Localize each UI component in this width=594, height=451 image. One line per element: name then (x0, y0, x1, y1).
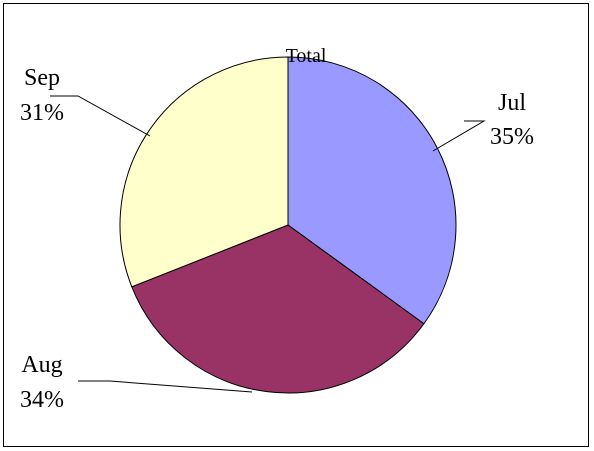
label-sep-percent: 31% (20, 100, 64, 126)
pie-slice-aug (131, 224, 425, 394)
label-jul-name: Jul (498, 90, 526, 116)
leader-lines (50, 95, 486, 393)
label-jul-percent: 35% (490, 124, 534, 150)
leader-line-jul (432, 120, 486, 152)
label-aug-percent: 34% (20, 387, 64, 413)
pie-slices (119, 56, 457, 394)
leader-line-sep (50, 95, 151, 137)
pie-slice-sep (119, 56, 289, 288)
leader-line-aug (78, 380, 253, 393)
chart-title: Total (286, 45, 327, 67)
label-sep-name: Sep (24, 65, 60, 91)
label-aug-name: Aug (21, 352, 62, 378)
